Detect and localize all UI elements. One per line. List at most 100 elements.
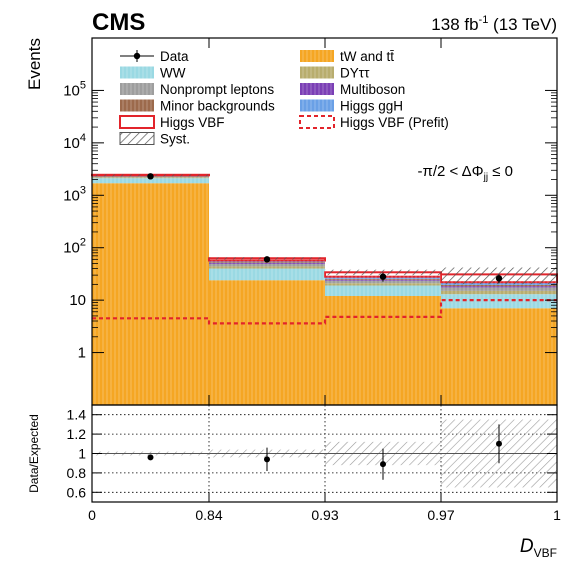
legend-item-2: WW (120, 66, 186, 81)
bar-nonprompt-bin-1 (209, 263, 325, 267)
legend-swatch-DY (300, 66, 334, 79)
legend-item-7: Higgs ggH (300, 99, 403, 114)
legend-swatch-syst (119, 132, 155, 145)
fill-texture (94, 176, 557, 405)
ratio-points (147, 424, 502, 480)
legend-item-8: Higgs VBF (119, 115, 225, 130)
lumi-energy: (13 TeV) (488, 15, 557, 34)
data-point-1 (263, 256, 271, 263)
main-axis-ticks: 1 10 102 103 104 105 (63, 38, 558, 405)
ratio-point-1 (264, 456, 270, 463)
bar-DY-bin-3 (441, 290, 557, 295)
syst-bin-2 (325, 269, 441, 276)
y-tick-label-0: 1 (78, 345, 86, 362)
legend-label-8: Higgs VBF (160, 115, 225, 130)
bar-WW-bin-2 (325, 285, 441, 296)
legend-item-3: DYττ (300, 66, 370, 81)
legend-label-9: Higgs VBF (Prefit) (340, 115, 449, 130)
luminosity-label: 138 fb-1 (13 TeV) (431, 14, 557, 34)
bar-multiboson-bin-1 (209, 263, 325, 264)
legend-label-10: Syst. (160, 132, 190, 147)
legend-label-0: Data (160, 49, 189, 64)
legend-label-2: WW (160, 66, 186, 81)
series-tW_tt (92, 183, 557, 405)
legend-swatch-multiboson (300, 83, 334, 95)
higgs-vbf-prefit-line (92, 299, 557, 325)
ratio-point-0 (147, 454, 154, 461)
legend-swatch-tW_tt (300, 50, 334, 62)
data-point-2 (379, 273, 387, 280)
bar-DY-bin-2 (325, 283, 441, 286)
bar-tW_tt-bin-2 (325, 295, 441, 405)
lumi-value: 138 fb (431, 15, 478, 34)
x-tick-label-4: 1 (553, 507, 561, 523)
legend-item-9: Higgs VBF (Prefit) (299, 115, 449, 130)
legend-item-0: Data (120, 49, 189, 64)
legend-label-5: Multiboson (340, 82, 405, 97)
stacked-histogram (91, 173, 558, 405)
x-tick-label-0: 0 (88, 507, 96, 523)
region-tail: ≤ 0 (488, 163, 513, 180)
data-point-0 (147, 173, 154, 180)
y-tick-label-4: 104 (63, 132, 86, 152)
y-tick-label-5: 105 (63, 79, 86, 99)
legend-swatch-vbf (119, 115, 155, 129)
bar-nonprompt-bin-3 (441, 287, 557, 291)
legend-swatch-vbf-prefit (299, 115, 335, 129)
y-tick-label-3: 103 (63, 184, 86, 204)
region-text: -π/2 < ΔΦ (418, 163, 484, 180)
legend-item-1: tW and tt̄ (300, 49, 394, 64)
bar-WW-bin-1 (209, 268, 325, 281)
bar-DY-bin-1 (209, 266, 325, 269)
x-tick-label-3: 0.97 (427, 507, 454, 523)
y-axis-label: Events (25, 38, 44, 90)
legend-item-10: Syst. (119, 132, 190, 147)
legend-data-marker (133, 52, 141, 60)
legend-swatch-WW (120, 66, 154, 79)
legend-item-4: Nonprompt leptons (120, 82, 274, 97)
data-point-3 (495, 275, 503, 282)
bar-WW-bin-0 (92, 178, 209, 184)
legend-label-1: tW and tt̄ (340, 49, 394, 64)
ratio-point-2 (380, 461, 386, 468)
y-tick-label-2: 102 (63, 237, 86, 257)
region-subscript: jj (483, 172, 488, 183)
y-tick-label-1: 10 (69, 292, 86, 309)
ratio-y-tick-label-1: 0.8 (67, 465, 87, 481)
legend-label-3: DYττ (340, 66, 370, 81)
x-tick-label-2: 0.93 (311, 507, 338, 523)
ratio-axis-ticks: 0.6 0.8 1 1.2 1.4 0 0.84 0.93 0.97 1 (67, 407, 562, 523)
bar-tW_tt-bin-3 (441, 308, 557, 405)
legend-swatch-nonprompt (120, 83, 154, 95)
legend-label-6: Minor backgrounds (160, 99, 275, 114)
bar-tW_tt-bin-1 (209, 280, 325, 405)
ratio-y-axis-label: Data/Expected (27, 414, 41, 493)
x-axis-label-main: D (520, 536, 534, 557)
bar-minor-bin-1 (209, 262, 325, 264)
x-axis-label-sub: VBF (534, 546, 557, 560)
ratio-y-tick-label-4: 1.4 (67, 407, 87, 423)
x-axis-label: DVBF (520, 536, 557, 560)
ratio-y-tick-label-0: 0.6 (67, 484, 87, 500)
ratio-panel: 0.6 0.8 1 1.2 1.4 0 0.84 0.93 0.97 1 Data/Expecte… (27, 404, 562, 560)
ratio-y-tick-label-3: 1.2 (67, 426, 87, 442)
legend-label-4: Nonprompt leptons (160, 82, 274, 97)
lumi-exponent: -1 (479, 14, 489, 26)
experiment-label: CMS (92, 9, 145, 36)
legend: Data tW and tt̄ WW DYττ Nonprompt leptons Mul… (119, 49, 449, 147)
prefit-line (92, 299, 557, 325)
ratio-syst-band (92, 419, 557, 488)
legend-swatch-minor (120, 99, 154, 112)
bar-multiboson-bin-3 (441, 286, 557, 288)
legend-swatch-ggH (300, 99, 334, 112)
ratio-y-tick-label-2: 1 (78, 446, 86, 462)
data-points (147, 173, 503, 284)
x-tick-label-1: 0.84 (195, 507, 222, 523)
legend-label-7: Higgs ggH (340, 99, 403, 114)
ratio-point-3 (496, 440, 502, 447)
bar-tW_tt-bin-0 (92, 183, 209, 405)
legend-item-6: Minor backgrounds (120, 99, 275, 114)
region-annotation: -π/2 < ΔΦjj ≤ 0 (418, 163, 513, 183)
